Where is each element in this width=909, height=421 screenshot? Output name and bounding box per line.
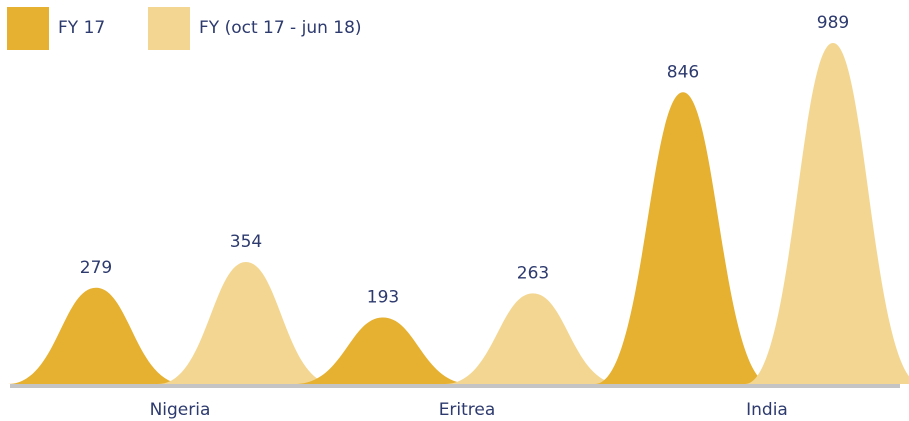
bell-bar: [745, 43, 909, 384]
value-label: 354: [230, 232, 262, 252]
bell-bar: [595, 92, 771, 384]
category-label: India: [746, 400, 788, 420]
bell-bar: [158, 261, 334, 384]
value-label: 989: [817, 13, 849, 33]
bell-bar: [295, 317, 471, 384]
value-label: 193: [367, 287, 399, 307]
value-label: 279: [80, 258, 112, 278]
category-label: Eritrea: [439, 400, 496, 420]
legend-swatch: [7, 7, 49, 50]
legend-label: FY (oct 17 - jun 18): [199, 18, 362, 38]
legend-label: FY 17: [58, 18, 105, 38]
legend-swatch: [148, 7, 190, 50]
value-label: 846: [667, 62, 699, 82]
value-label: 263: [517, 263, 549, 283]
bell-bar: [8, 287, 184, 384]
category-label: Nigeria: [150, 400, 211, 420]
bell-bar: [445, 293, 621, 384]
